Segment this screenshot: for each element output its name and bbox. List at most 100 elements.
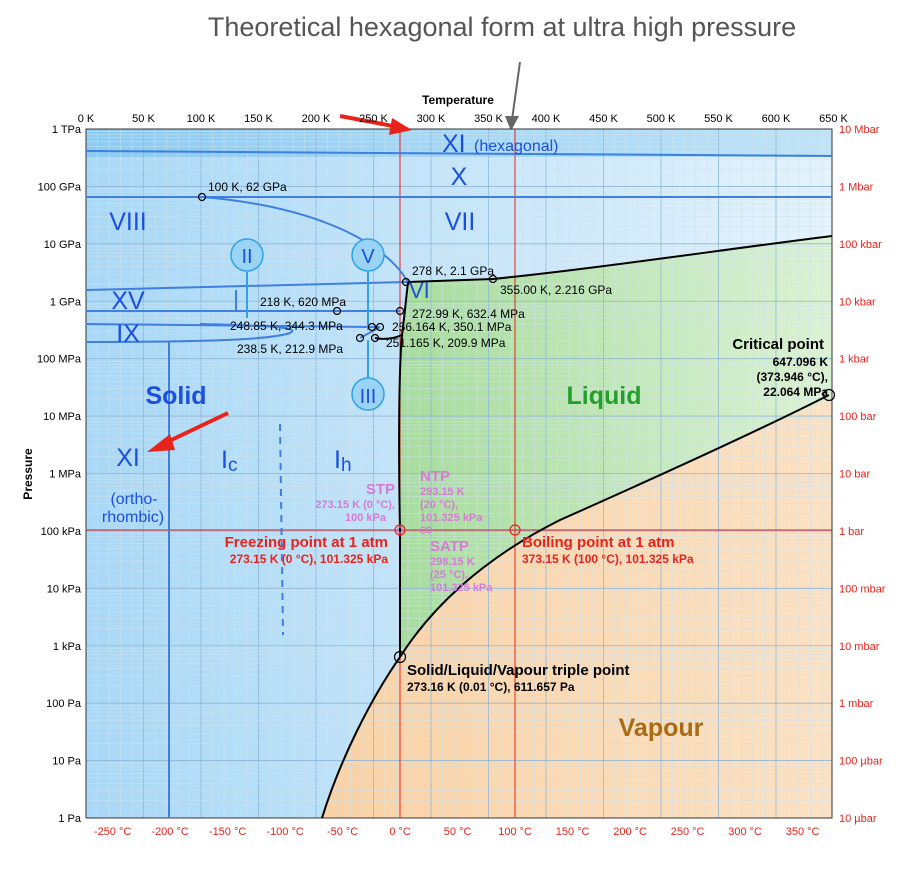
bubble-iii <box>351 377 385 411</box>
celsius-tick-label: -150 °C <box>209 826 246 838</box>
celsius-tick-label: 200 °C <box>613 826 647 838</box>
label-v: V <box>361 246 375 268</box>
marker-272k <box>395 306 405 316</box>
ann-triple-sub: 273.16 K (0.01 °C), 611.657 Pa <box>407 680 575 694</box>
ann-satp-1: 298.15 K <box>430 556 475 568</box>
pascal-tick-label: 10 MPa <box>43 411 82 423</box>
kelvin-tick-label: 600 K <box>762 113 791 125</box>
ann-stp-2: 100 kPa <box>345 512 387 524</box>
ann-ntp-2: (20 °C), <box>420 499 458 511</box>
label-xv: XV <box>111 287 145 315</box>
point-markers <box>197 192 836 664</box>
boundary-viii-vii <box>201 196 409 283</box>
label-ic: Ic <box>221 446 237 476</box>
melting-curve <box>398 281 409 657</box>
bar-tick-label: 1 Mbar <box>839 181 874 193</box>
annotation-arrowhead <box>505 116 519 131</box>
label-vapour: Vapour <box>619 714 704 742</box>
bubble-leaders <box>246 272 369 380</box>
pascal-tick-label: 10 kPa <box>47 583 82 595</box>
bar-tick-label: 1 bar <box>839 526 864 538</box>
ann-satp-3: 101.325 kPa <box>430 582 493 594</box>
ann-critical-2: (373.946 °C), <box>756 370 828 384</box>
red-arrows <box>147 114 412 452</box>
bubble-ii <box>230 238 264 272</box>
celsius-tick-label: 0 °C <box>389 826 411 838</box>
ann-freeze-sub: 273.15 K (0 °C), 101.325 kPa <box>230 552 389 566</box>
plot-frame <box>85 128 833 819</box>
bar-tick-label: 10 mbar <box>839 641 880 653</box>
marker-278k <box>401 277 411 287</box>
ann-218k: 218 K, 620 MPa <box>260 295 346 309</box>
phase-bubbles <box>230 238 385 411</box>
arrow-ortho-line <box>164 411 229 445</box>
marker-100k <box>197 192 207 202</box>
label-xi-hex: XI <box>442 130 466 158</box>
bar-tick-label: 100 µbar <box>839 756 883 768</box>
marker-triple <box>393 650 407 664</box>
label-solid: Solid <box>145 382 206 410</box>
pascal-tick-label: 1 MPa <box>49 469 82 481</box>
label-xi-ortho: XI <box>116 444 140 472</box>
ann-256k: 256.164 K, 350.1 MPa <box>392 320 512 334</box>
marker-stp <box>396 526 404 534</box>
pascal-tick-label: 100 Pa <box>46 698 82 710</box>
pascal-tick-label: 10 GPa <box>44 239 82 251</box>
kelvin-tick-label: 150 K <box>244 113 273 125</box>
bar-tick-labels: 10 Mbar 1 Mbar 100 kbar 10 kbar 1 kbar 100 ba… <box>839 124 886 825</box>
celsius-tick-label: -250 °C <box>94 826 131 838</box>
sublimation-curve <box>321 656 401 819</box>
ann-355k: 355.00 K, 2.216 GPa <box>500 283 612 297</box>
bar-tick-label: 1 mbar <box>839 698 874 710</box>
marker-251k <box>370 333 380 343</box>
label-x: X <box>451 163 468 191</box>
pink-annotations: STP 273.15 K (0 °C), 100 kPa NTP 293.15 … <box>315 468 493 594</box>
ann-ntp-title: NTP <box>420 468 450 485</box>
point-annotations: 100 K, 62 GPa 278 K, 2.1 GPa 355.00 K, 2… <box>208 180 612 356</box>
label-iii: III <box>360 386 377 408</box>
pascal-tick-label: 100 GPa <box>38 181 82 193</box>
triple-point-annotation: Solid/Liquid/Vapour triple point 273.16 … <box>407 662 630 694</box>
kelvin-tick-label: 400 K <box>532 113 561 125</box>
celsius-tick-label: 150 °C <box>556 826 590 838</box>
celsius-tick-label: 50 °C <box>444 826 472 838</box>
boundary-ix-top <box>85 323 380 328</box>
ann-boil-sub: 373.15 K (100 °C), 101.325 kPa <box>522 552 694 566</box>
bar-tick-label: 10 µbar <box>839 813 877 825</box>
pascal-tick-label: 10 Pa <box>52 756 82 768</box>
boundary-xi-x <box>85 150 833 157</box>
vapour-region <box>322 397 832 818</box>
label-vi: VI <box>409 278 430 303</box>
marker-satp <box>425 526 433 534</box>
ann-100k: 100 K, 62 GPa <box>208 180 287 194</box>
celsius-tick-label: 100 °C <box>498 826 532 838</box>
ann-critical-title: Critical point <box>732 336 824 353</box>
label-ix: IX <box>116 320 140 348</box>
ann-stp-title: STP <box>366 481 395 498</box>
label-ic-main: I <box>221 446 228 474</box>
main-phase-boundaries <box>321 235 833 819</box>
label-vii: VII <box>445 208 476 236</box>
celsius-tick-label: -100 °C <box>266 826 303 838</box>
bar-tick-label: 100 mbar <box>839 583 886 595</box>
phase-labels: XI (hexagonal) X VIII VII II V III VI XV… <box>102 130 559 526</box>
kelvin-tick-label: 300 K <box>417 113 446 125</box>
kelvin-tick-label: 550 K <box>704 113 733 125</box>
arrow-hex-head <box>389 118 412 135</box>
marker-critical <box>822 388 836 402</box>
ann-freeze-title: Freezing point at 1 atm <box>225 534 388 551</box>
label-ih-main: I <box>334 446 341 474</box>
marker-256k <box>375 322 385 332</box>
melting-curve-low <box>374 334 403 340</box>
boiling-curve <box>399 394 830 658</box>
celsius-tick-labels: -250 °C -200 °C -150 °C -100 °C -50 °C 0 °C 50… <box>94 826 820 838</box>
arrow-hex-line <box>339 114 399 129</box>
pascal-tick-label: 1 TPa <box>52 124 82 136</box>
label-ii: II <box>241 246 252 268</box>
bar-tick-label: 100 kbar <box>839 239 882 251</box>
kelvin-tick-label: 50 K <box>132 113 155 125</box>
ann-272k: 272.99 K, 632.4 MPa <box>412 307 525 321</box>
celsius-tick-label: 250 °C <box>671 826 705 838</box>
marker-boiling <box>509 524 521 536</box>
